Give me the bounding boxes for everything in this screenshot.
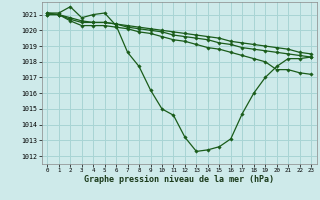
X-axis label: Graphe pression niveau de la mer (hPa): Graphe pression niveau de la mer (hPa)	[84, 175, 274, 184]
